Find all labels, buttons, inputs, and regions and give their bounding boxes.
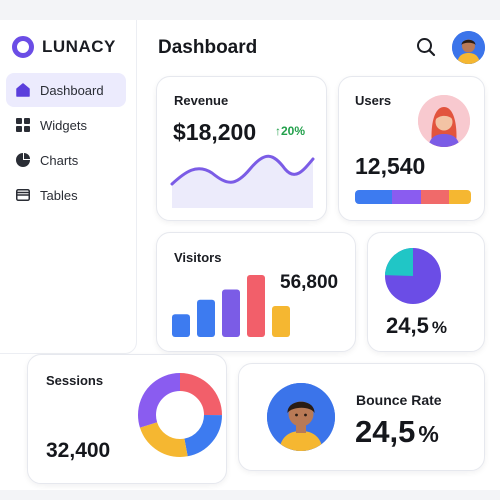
card-title: Revenue (174, 93, 229, 108)
sidebar-item-dashboard[interactable]: Dashboard (6, 73, 126, 107)
users-progress-bar (355, 190, 471, 204)
pie-chart-icon (16, 153, 30, 167)
sessions-card[interactable]: Sessions 32,400 (27, 354, 227, 484)
users-card[interactable]: Users 12,540 (338, 76, 485, 221)
sidebar-item-label: Dashboard (40, 82, 104, 98)
sidebar-item-tables[interactable]: Tables (6, 178, 126, 212)
visitors-bar (247, 275, 265, 337)
search-icon[interactable] (415, 36, 437, 58)
visitors-bar (197, 299, 215, 337)
visitors-card[interactable]: Visitors 56,800 (156, 232, 356, 352)
logo-icon (12, 36, 34, 58)
users-value: 12,540 (355, 153, 426, 179)
sidebar: LUNACY Dashboard Widgets Charts Tables (0, 20, 137, 354)
sidebar-item-label: Widgets (40, 117, 87, 133)
card-title: Users (355, 93, 392, 108)
share-number: 24,5 (386, 313, 429, 338)
grid-icon (16, 118, 30, 132)
sidebar-item-label: Tables (40, 187, 78, 203)
visitors-bar (222, 289, 240, 337)
progress-segment (355, 190, 393, 204)
bounce-unit: % (418, 421, 439, 447)
trend-value: 20% (281, 124, 306, 138)
bounce-rate-card[interactable]: Bounce Rate 24,5% (238, 363, 485, 471)
progress-segment (392, 190, 422, 204)
visitors-bar-chart (172, 275, 290, 337)
progress-segment (421, 190, 449, 204)
bounce-rate-value: 24,5% (355, 414, 439, 450)
sessions-donut-chart (138, 373, 222, 457)
visitors-bar (272, 306, 290, 337)
share-card[interactable]: 24,5% (367, 232, 485, 352)
sidebar-item-charts[interactable]: Charts (6, 143, 126, 177)
arrow-up-icon: ↑ (275, 124, 281, 138)
sessions-value: 32,400 (46, 439, 111, 462)
visitors-bar (172, 314, 190, 337)
page-title: Dashboard (158, 37, 258, 58)
share-value: 24,5% (386, 313, 447, 339)
sidebar-item-widgets[interactable]: Widgets (6, 108, 126, 142)
donut-segment (138, 373, 222, 457)
card-title: Sessions (46, 373, 104, 388)
revenue-card[interactable]: Revenue $18,200 ↑20% (156, 76, 327, 221)
share-pie-chart (385, 248, 441, 304)
visitors-value: 56,800 (280, 272, 339, 293)
sidebar-item-label: Charts (40, 152, 79, 168)
trend-badge: ↑20% (275, 124, 305, 138)
user-avatar (267, 383, 335, 451)
table-icon (16, 188, 30, 202)
user-avatar[interactable] (452, 31, 485, 64)
card-title: Visitors (174, 250, 222, 265)
share-unit: % (431, 318, 447, 337)
donut-segment (138, 373, 222, 457)
brand[interactable]: LUNACY (12, 36, 116, 58)
brand-name: LUNACY (42, 37, 116, 56)
card-title: Bounce Rate (356, 392, 442, 408)
progress-segment (448, 190, 471, 204)
bounce-number: 24,5 (355, 414, 416, 449)
pie-slice (385, 248, 413, 276)
home-icon (16, 83, 30, 97)
user-avatar (418, 95, 470, 147)
revenue-value: $18,200 (173, 119, 257, 145)
sidebar-nav: Dashboard Widgets Charts Tables (6, 73, 126, 213)
revenue-sparkline (170, 154, 315, 208)
